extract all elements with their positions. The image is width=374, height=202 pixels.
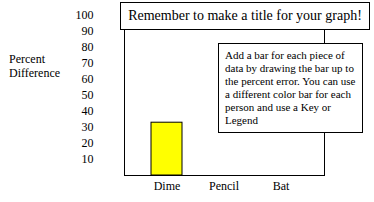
svg-text:10: 10 bbox=[82, 152, 94, 166]
svg-text:80: 80 bbox=[82, 40, 94, 54]
svg-text:90: 90 bbox=[82, 24, 94, 38]
svg-text:70: 70 bbox=[82, 56, 94, 70]
html-text:Remember to make a title for y: Remember to make a title for your graph! bbox=[128, 8, 362, 23]
html-text:Percent Difference: Percent Difference bbox=[9, 52, 61, 80]
svg-text:40: 40 bbox=[82, 104, 94, 118]
svg-text:100: 100 bbox=[76, 8, 94, 22]
svg-text:Bat: Bat bbox=[273, 179, 290, 193]
html-text:Add a bar for each piece of da: Add a bar for each piece of data by draw… bbox=[225, 49, 356, 126]
svg-text:60: 60 bbox=[82, 72, 94, 86]
svg-text:20: 20 bbox=[82, 136, 94, 150]
svg-text:Pencil: Pencil bbox=[209, 179, 240, 193]
svg-text:30: 30 bbox=[82, 120, 94, 134]
svg-text:Dime: Dime bbox=[154, 179, 181, 193]
svg-text:50: 50 bbox=[82, 88, 94, 102]
